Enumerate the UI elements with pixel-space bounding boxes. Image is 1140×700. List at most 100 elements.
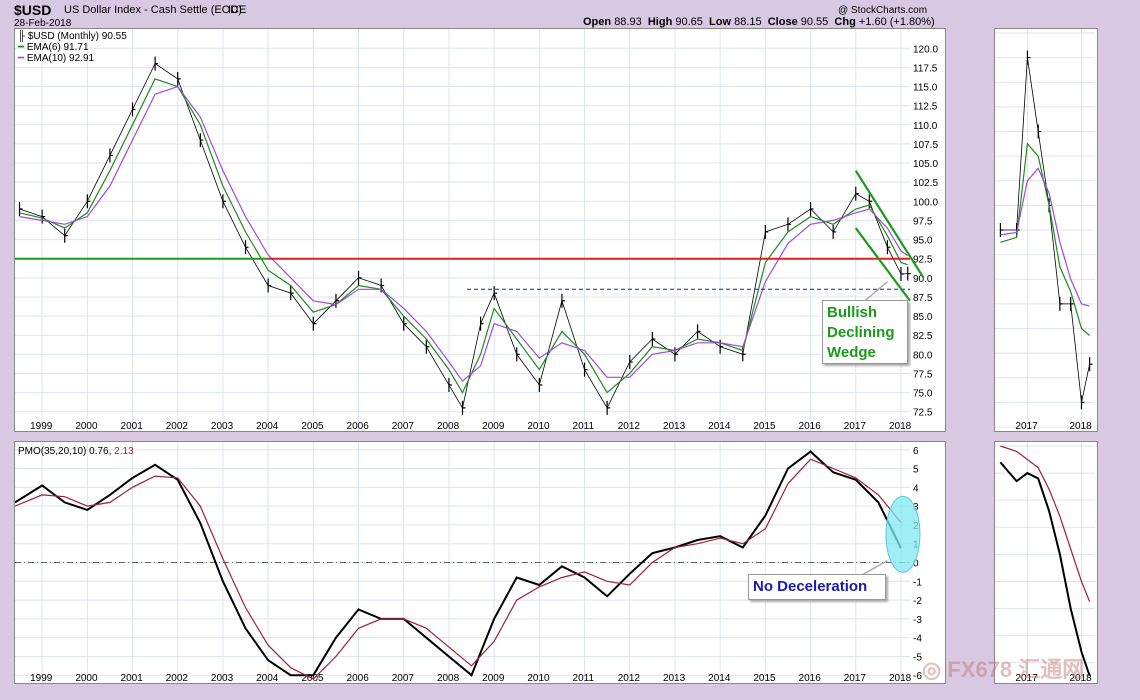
x-tick-label: 2008 [437, 421, 460, 431]
x-tick-label: 2005 [301, 673, 324, 683]
x-tick-label: 2012 [618, 421, 641, 431]
y-tick-label: 95.0 [913, 236, 933, 247]
price-chart: 72.5 75.0 77.5 80.0 82.5 85.0 87.5 90.0 92.5 95.0… [15, 29, 938, 431]
y-tick-label: 120.0 [913, 44, 938, 55]
x-tick-label: 2008 [437, 673, 460, 683]
legend-ema10-text: EMA(10) 92.91 [26, 53, 95, 64]
x-tick-label: 2018 [1069, 673, 1092, 683]
series-line-pmo-35-20-10- [999, 461, 1091, 677]
price-zoom-chart: 8889909192939495969798991001011021031042… [995, 29, 1095, 431]
quote-line: Open 88.93 High 90.65 Low 88.15 Close 90… [583, 16, 935, 28]
wedge-line-3: Wedge [827, 344, 876, 361]
y-tick-label: 6 [913, 446, 919, 457]
x-tick-label: 2017 [1015, 673, 1038, 683]
x-tick-label: 2016 [799, 673, 822, 683]
watermark-logo-icon: ◎ [922, 657, 942, 682]
x-tick-label: 2018 [889, 673, 912, 683]
x-tick-label: 1999 [30, 421, 53, 431]
y-tick-label: -4 [913, 634, 922, 645]
y-tick-label: 112.5 [913, 102, 938, 113]
x-tick-label: 2016 [799, 421, 822, 431]
pmo-chart: -6-5-4-3-2-10123456199920002001200220032… [15, 442, 922, 683]
pmo-panel: -6-5-4-3-2-10123456199920002001200220032… [14, 441, 946, 684]
x-tick-label: 2015 [753, 673, 776, 683]
series-line-ema-10- [19, 85, 909, 382]
bar-icon: ╟ [18, 31, 26, 42]
y-tick-label: 77.5 [913, 369, 933, 380]
x-tick-label: 2017 [1015, 421, 1038, 431]
series-line-pmo-35-20-10- [15, 450, 902, 677]
x-tick-label: 2017 [844, 421, 867, 431]
x-tick-label: 2018 [1069, 421, 1092, 431]
x-tick-label: 2011 [573, 421, 595, 431]
ema6-line-icon: ━ [18, 42, 25, 53]
price-zoom-panel: 8889909192939495969798991001011021031042… [994, 28, 1098, 432]
y-tick-label: 4 [913, 483, 919, 494]
series-line-signal [1000, 445, 1091, 602]
legend-price-text: $USD (Monthly) 90.55 [27, 31, 127, 42]
series-line-ema-6- [19, 78, 908, 394]
y-tick-label: 75.0 [913, 389, 933, 400]
y-tick-label: 92.5 [913, 255, 933, 266]
y-tick-label: 85.0 [913, 312, 933, 323]
x-tick-label: 2006 [347, 421, 370, 431]
price-panel: 72.5 75.0 77.5 80.0 82.5 85.0 87.5 90.0 92.5 95.0… [14, 28, 946, 432]
y-tick-label: 105.0 [913, 159, 938, 170]
close-value: 90.55 [800, 16, 829, 28]
legend-pmo: PMO(35,20,10) 0.76, 2.13 [18, 446, 134, 457]
security-name: US Dollar Index - Cash Settle (EOD) [64, 4, 242, 16]
x-tick-label: 2018 [889, 421, 912, 431]
x-tick-label: 2003 [211, 673, 234, 683]
x-tick-label: 2012 [618, 673, 641, 683]
y-tick-label: 3 [913, 502, 919, 513]
y-tick-label: 117.5 [913, 63, 938, 74]
y-tick-label: 107.5 [913, 140, 938, 151]
y-tick-label: -6 [913, 671, 922, 682]
x-tick-label: 2010 [527, 673, 550, 683]
x-tick-label: 2017 [844, 673, 867, 683]
x-tick-label: 1999 [30, 673, 53, 683]
series-line-signal [15, 458, 902, 680]
y-tick-label: -1 [913, 577, 922, 588]
open-label: Open [583, 16, 612, 28]
low-label: Low [709, 16, 732, 28]
x-tick-label: 2007 [392, 673, 415, 683]
wedge-upper-line [854, 170, 925, 279]
y-tick-label: -2 [913, 596, 922, 607]
y-tick-label: 87.5 [913, 293, 933, 304]
credit: @ StockCharts.com [838, 5, 928, 16]
y-tick-label: -5 [913, 652, 922, 663]
change-value: +1.60 (+1.80%) [858, 16, 935, 28]
low-value: 88.15 [734, 16, 762, 28]
x-tick-label: 2002 [166, 421, 189, 431]
decel-callout: No Deceleration [748, 574, 886, 600]
highlight-ellipse [885, 495, 921, 573]
series-line-ema-10- [1000, 167, 1090, 307]
x-tick-label: 2009 [482, 421, 505, 431]
x-tick-label: 2013 [663, 673, 686, 683]
y-tick-label: 110.0 [913, 121, 938, 132]
watermark: ◎ FX678 汇通网 [922, 652, 1084, 684]
watermark-brand: FX678 [947, 657, 1013, 682]
x-tick-label: 2010 [527, 421, 550, 431]
x-tick-label: 2006 [347, 673, 370, 683]
wedge-callout: Bullish Declining Wedge [822, 300, 908, 364]
legend-ema10: ━ EMA(10) 92.91 [18, 53, 94, 64]
legend-price: ╟ $USD (Monthly) 90.55 [18, 31, 127, 42]
high-value: 90.65 [675, 16, 703, 28]
wedge-line-1: Bullish [827, 304, 878, 321]
x-tick-label: 2007 [392, 421, 415, 431]
change-label: Chg [834, 16, 856, 28]
watermark-cn: 汇通网 [1018, 657, 1085, 682]
y-tick-label: 102.5 [913, 178, 938, 189]
x-tick-label: 2015 [753, 421, 776, 431]
x-tick-label: 2014 [708, 673, 731, 683]
y-tick-label: 82.5 [913, 331, 933, 342]
y-tick-label: 80.0 [913, 350, 933, 361]
y-tick-label: -3 [913, 615, 922, 626]
high-label: High [647, 16, 673, 28]
pmo-zoom-panel: 1.01.52.02.53.03.54.04.55.020172018 [994, 441, 1098, 684]
exchange: ICE [228, 4, 247, 16]
close-label: Close [767, 16, 798, 28]
y-tick-label: 100.0 [913, 197, 938, 208]
